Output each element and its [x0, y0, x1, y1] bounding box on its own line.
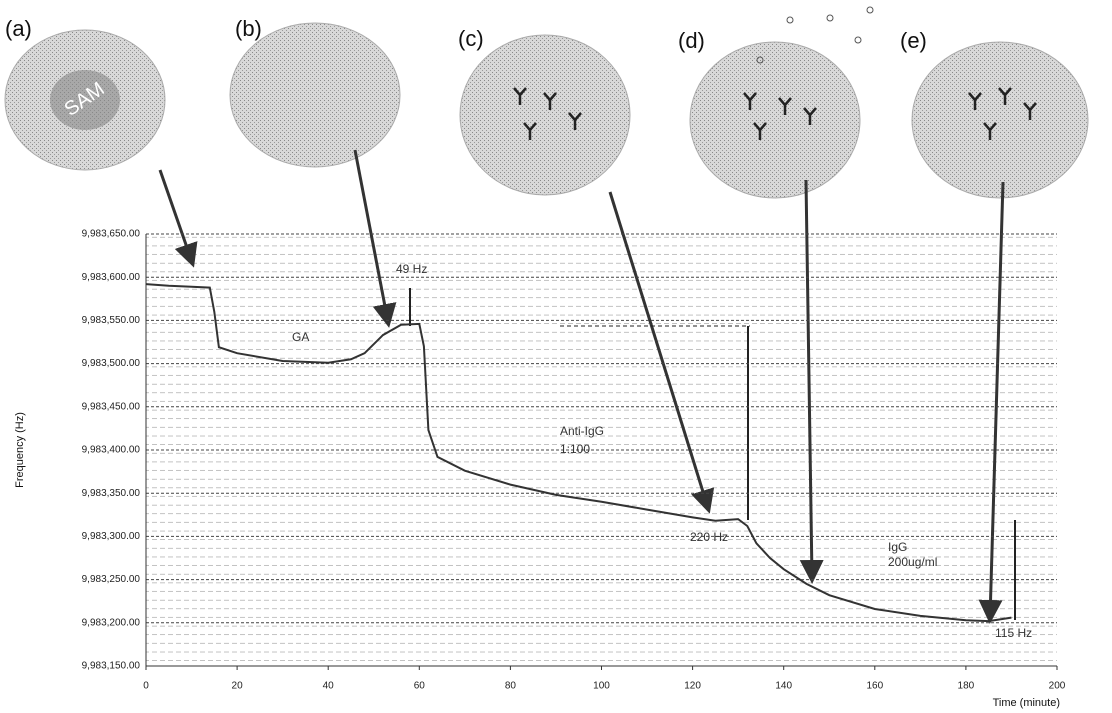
panel-label: (a) — [5, 16, 32, 41]
figure: (a) (b) (c) (d) (e) SAM Frequency (Hz) T… — [0, 0, 1112, 713]
panel-label: (e) — [900, 28, 927, 53]
x-tick-label: 140 — [775, 681, 792, 692]
x-tick-label: 100 — [593, 681, 610, 692]
x-tick-label: 60 — [414, 681, 426, 692]
electrode-d — [690, 42, 860, 198]
y-tick-label: 9,983,250.00 — [82, 574, 141, 585]
panel-label: (b) — [235, 16, 262, 41]
annotation: Anti-IgG — [560, 424, 604, 438]
annotation: IgG — [888, 540, 907, 554]
y-tick-label: 9,983,150.00 — [82, 661, 141, 672]
y-tick-label: 9,983,350.00 — [82, 488, 141, 499]
annotation: 49 Hz — [396, 262, 427, 276]
x-tick-label: 120 — [684, 681, 701, 692]
x-tick-label: 20 — [232, 681, 244, 692]
x-tick-label: 40 — [323, 681, 335, 692]
y-tick-label: 9,983,300.00 — [82, 531, 141, 542]
annotation: GA — [292, 330, 309, 344]
panel-label: (d) — [678, 28, 705, 53]
electrode-b — [230, 23, 400, 167]
x-tick-label: 180 — [958, 681, 975, 692]
y-axis-title: Frequency (Hz) — [14, 412, 26, 488]
y-tick-label: 9,983,450.00 — [82, 401, 141, 412]
annotation: 220 Hz — [690, 530, 728, 544]
y-tick-label: 9,983,650.00 — [82, 229, 141, 240]
electrode-c — [460, 35, 630, 195]
annotation: 1:100 — [560, 442, 590, 456]
x-axis-title: Time (minute) — [993, 697, 1060, 709]
x-tick-label: 0 — [143, 681, 149, 692]
panel-label: (c) — [458, 26, 484, 51]
x-tick-label: 200 — [1049, 681, 1066, 692]
y-tick-label: 9,983,400.00 — [82, 445, 141, 456]
x-tick-label: 80 — [505, 681, 517, 692]
annotation: 200ug/ml — [888, 555, 937, 569]
electrode-e — [912, 42, 1088, 198]
y-tick-label: 9,983,200.00 — [82, 617, 141, 628]
x-tick-label: 160 — [866, 681, 883, 692]
y-tick-label: 9,983,600.00 — [82, 272, 141, 283]
y-tick-label: 9,983,500.00 — [82, 358, 141, 369]
y-tick-label: 9,983,550.00 — [82, 315, 141, 326]
annotation: 115 Hz — [995, 626, 1032, 640]
